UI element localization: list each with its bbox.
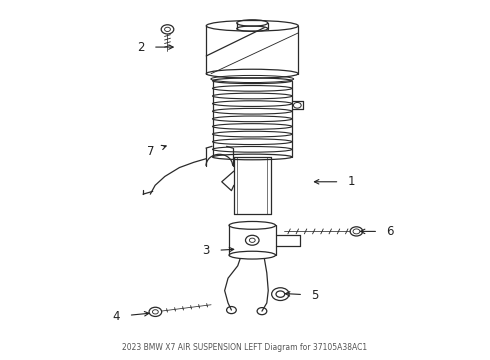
Text: 1: 1 bbox=[348, 175, 355, 188]
Text: 3: 3 bbox=[202, 244, 210, 257]
Text: 4: 4 bbox=[113, 310, 121, 323]
Text: 2023 BMW X7 AIR SUSPENSION LEFT Diagram for 37105A38AC1: 2023 BMW X7 AIR SUSPENSION LEFT Diagram … bbox=[122, 343, 368, 352]
Text: 5: 5 bbox=[312, 289, 319, 302]
Text: 7: 7 bbox=[147, 145, 154, 158]
Text: 6: 6 bbox=[387, 225, 394, 238]
Text: 2: 2 bbox=[137, 41, 145, 54]
